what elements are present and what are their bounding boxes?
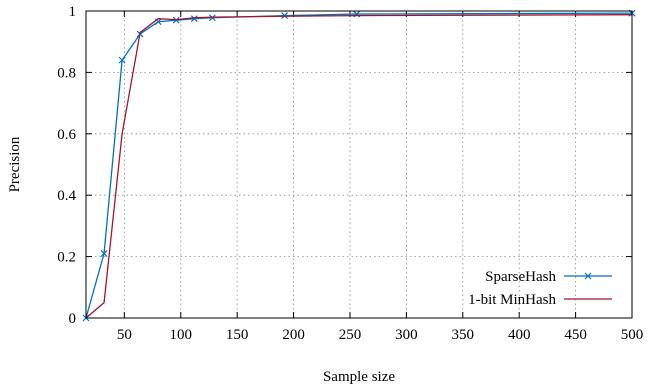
x-axis-label: Sample size <box>323 369 395 385</box>
series-group <box>82 9 636 322</box>
y-axis-label: Precision <box>7 136 23 192</box>
legend: SparseHash 1-bit MinHash <box>468 269 612 308</box>
y-tick-label: 0.6 <box>57 127 76 143</box>
data-point <box>190 15 198 23</box>
y-tick-label: 0 <box>69 311 77 327</box>
x-tick-label: 200 <box>282 327 305 343</box>
data-point <box>100 250 108 257</box>
x-tick-label: 450 <box>564 327 587 343</box>
x-tick-label: 50 <box>117 327 132 343</box>
x-tick-label: 100 <box>170 327 193 343</box>
x-tick-label: 300 <box>395 327 418 343</box>
y-tick-label: 0.2 <box>57 250 76 266</box>
legend-label-1: 1-bit MinHash <box>468 292 556 308</box>
plot-frame <box>85 10 633 319</box>
grid-lines <box>86 11 632 318</box>
y-tick-label: 0.4 <box>57 188 76 204</box>
data-point <box>118 56 126 64</box>
series-line-1 <box>85 14 633 319</box>
y-tick-label: 0.8 <box>57 65 76 81</box>
y-tick-label: 1 <box>69 4 77 20</box>
x-tick-label: 250 <box>339 327 362 343</box>
legend-marker <box>584 272 592 280</box>
x-tick-label: 350 <box>452 327 475 343</box>
legend-label-0: SparseHash <box>485 269 556 285</box>
x-tick-label: 500 <box>621 327 644 343</box>
tick-labels: 50 100 150 200 250 300 350 400 450 500 0 0.2 0.4 0.6 0… <box>57 4 643 343</box>
x-tick-label: 150 <box>226 327 249 343</box>
x-tick-label: 400 <box>508 327 531 343</box>
